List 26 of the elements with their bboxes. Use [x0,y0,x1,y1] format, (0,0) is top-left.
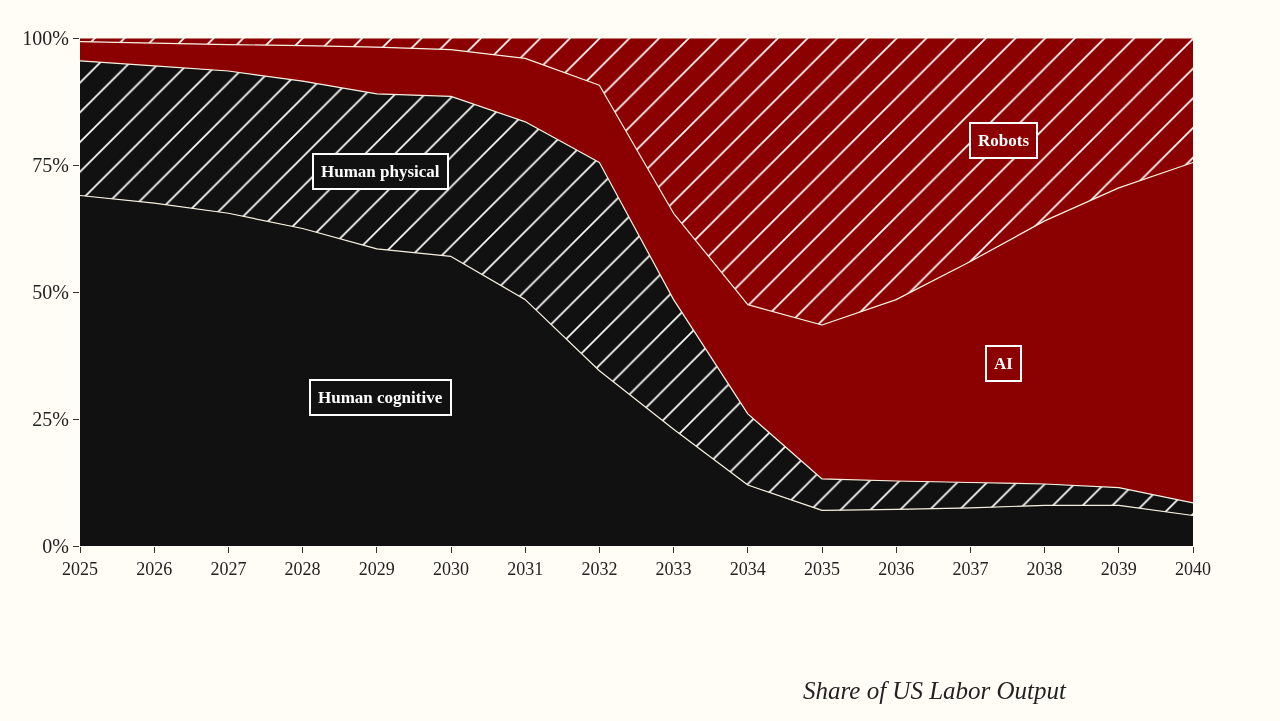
y-tick-label: 100% [22,27,69,49]
y-tick-label: 75% [32,154,69,176]
x-tick-label: 2035 [804,558,840,579]
x-tick-label: 2032 [581,558,618,579]
x-tick-label: 2034 [729,558,766,579]
x-tick-label: 2036 [878,558,915,579]
x-tick-label: 2037 [952,558,989,579]
x-tick-label: 2040 [1175,558,1211,579]
y-tick-label: 0% [42,535,69,557]
series-label: AI [994,354,1014,373]
x-tick-label: 2029 [358,558,395,579]
x-tick-label: 2025 [62,558,98,579]
x-tick-label: 2031 [507,558,544,579]
x-tick-label: 2030 [433,558,469,579]
x-tick-label: 2033 [655,558,692,579]
x-tick-label: 2026 [136,558,173,579]
x-tick-label: 2038 [1026,558,1063,579]
text: Share of US Labor Output [803,677,1068,704]
x-tick-label: 2039 [1100,558,1137,579]
y-tick-label: 25% [32,408,69,430]
series-label: Human cognitive [318,388,443,407]
x-tick-label: 2027 [210,558,247,579]
x-tick-label: 2028 [284,558,321,579]
series-label: Robots [978,131,1030,150]
series-label: Human physical [321,162,440,181]
y-tick-label: 50% [32,281,69,303]
